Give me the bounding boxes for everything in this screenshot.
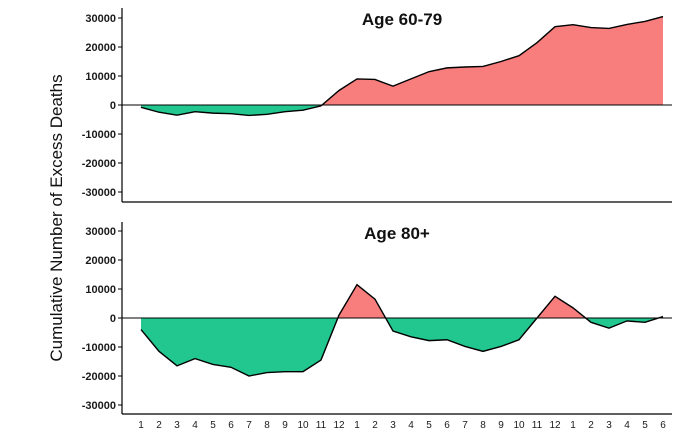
panel-title-age-60-79: Age 60-79: [362, 10, 442, 29]
x-tick-label: 12: [333, 420, 345, 430]
x-tick-label: 3: [606, 420, 612, 430]
y-tick-label: -20000: [82, 371, 116, 383]
panel-age-60-79: -30000 -20000 -10000 0 10000 20000 30000 Age 60…: [82, 8, 672, 203]
excess-area-positive: [537, 296, 586, 318]
panel-title-age-80-plus: Age 80+: [364, 224, 430, 243]
y-tick-label: 30000: [85, 13, 116, 25]
x-tick-label: 2: [372, 420, 378, 430]
x-tick-label: 6: [660, 420, 666, 430]
y-tick-label: 0: [110, 313, 116, 325]
x-tick-label: 12: [549, 420, 561, 430]
x-tick-label: 8: [264, 420, 270, 430]
series-line-age-60-79: [140, 15, 664, 117]
x-tick-label: 4: [624, 420, 630, 430]
y-tick-label: -10000: [82, 342, 116, 354]
x-axis-tick-labels: 1 2 3 4 5 6 7 8 9 10 11 12 1 2 3 4 5 6 7 8 9 10 11 12 1 2 3 4 5 6: [138, 420, 666, 430]
x-tick-label: 4: [192, 420, 198, 430]
x-tick-label: 1: [138, 420, 144, 430]
x-tick-label: 1: [354, 420, 360, 430]
x-tick-label: 5: [426, 420, 432, 430]
x-tick-label: 10: [513, 420, 525, 430]
x-tick-label: 5: [210, 420, 216, 430]
x-tick-label: 4: [408, 420, 414, 430]
x-tick-label: 6: [444, 420, 450, 430]
x-tick-label: 7: [246, 420, 252, 430]
x-tick-label: 7: [462, 420, 468, 430]
x-tick-label: 5: [642, 420, 648, 430]
y-tick-label: -20000: [82, 158, 116, 170]
y-tick-label: 20000: [85, 255, 116, 267]
x-tick-label: 6: [228, 420, 234, 430]
series-line-age-80-plus: [140, 283, 664, 377]
x-tick-label: 11: [532, 420, 543, 430]
x-tick-label: 10: [297, 420, 309, 430]
x-tick-label: 2: [588, 420, 594, 430]
excess-area-positive: [322, 16, 663, 105]
y-tick-label: 30000: [85, 226, 116, 238]
excess-area-negative: [141, 318, 338, 376]
excess-area-negative: [385, 318, 537, 352]
excess-area-negative: [585, 318, 659, 329]
y-tick-label: -30000: [82, 187, 116, 199]
y-tick-label: 10000: [85, 284, 116, 296]
y-tick-label: -10000: [82, 129, 116, 141]
y-axis-label: Cumulative Number of Excess Deaths: [47, 74, 66, 361]
x-tick-label: 1: [570, 420, 576, 430]
x-tick-label: 11: [316, 420, 327, 430]
panel-age-80-plus: -30000 -20000 -10000 0 10000 20000 30000 Age 80…: [82, 222, 672, 415]
y-tick-label: -30000: [82, 400, 116, 412]
x-tick-label: 3: [174, 420, 180, 430]
x-tick-label: 9: [498, 420, 504, 430]
y-tick-label: 20000: [85, 42, 116, 54]
x-tick-label: 3: [390, 420, 396, 430]
y-tick-label: 10000: [85, 71, 116, 83]
x-tick-label: 9: [282, 420, 288, 430]
y-tick-label: 0: [110, 100, 116, 112]
x-tick-label: 8: [480, 420, 486, 430]
excess-area-positive: [337, 284, 386, 318]
x-tick-label: 2: [156, 420, 162, 430]
